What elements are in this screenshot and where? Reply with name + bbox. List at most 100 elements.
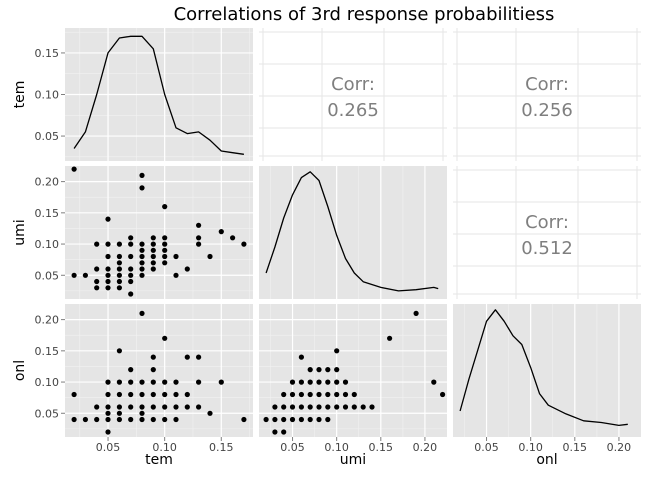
point (150, 260, 156, 266)
point (128, 367, 134, 373)
panel-tem-onl: Corr: 0.256 (453, 28, 641, 161)
point (334, 404, 340, 410)
point (272, 416, 278, 423)
point (196, 379, 202, 385)
point (94, 278, 100, 285)
y-variable-label: umi (12, 219, 28, 245)
point (173, 391, 179, 398)
point (116, 416, 122, 423)
point (105, 241, 111, 247)
corr-value: 0.256 (521, 100, 573, 121)
point (289, 391, 296, 398)
point (173, 272, 179, 278)
point (162, 247, 168, 253)
point (218, 379, 224, 385)
point (128, 416, 134, 423)
point (105, 278, 111, 285)
point (360, 404, 366, 410)
point (298, 404, 304, 410)
point (139, 241, 145, 247)
point (105, 410, 111, 416)
x-tick-label: 0.15 (369, 441, 394, 454)
point (334, 379, 340, 385)
point (116, 410, 122, 416)
point (413, 310, 419, 316)
point (241, 241, 247, 247)
x-tick-label: 0.10 (518, 441, 543, 454)
point (387, 335, 393, 341)
y-tick-label: 0.10 (35, 89, 60, 102)
point (105, 253, 111, 260)
y-tick-label: 0.10 (35, 376, 60, 389)
point (128, 266, 134, 272)
point (94, 416, 100, 423)
x-tick-label: 0.05 (280, 441, 305, 454)
point (316, 404, 322, 410)
point (281, 416, 287, 423)
point (162, 391, 168, 398)
point (307, 367, 313, 373)
x-tick-label: 0.15 (209, 441, 234, 454)
point (272, 429, 278, 435)
panel-umi-umi (259, 166, 447, 299)
point (334, 348, 340, 354)
point (150, 354, 156, 360)
point (184, 391, 190, 398)
point (298, 416, 304, 423)
panel-onl-umi: 0.05 0.10 0.15 0.20 umi (259, 304, 447, 468)
point (105, 266, 111, 272)
point (116, 379, 122, 385)
point (116, 266, 122, 272)
point (150, 391, 156, 398)
point (71, 272, 77, 278)
panel-onl-tem: 0.05 0.10 0.15 0.20 onl 0.05 0.10 0.15 tem (12, 304, 253, 468)
point (128, 391, 134, 398)
point (351, 391, 357, 398)
density-line-umi (265, 171, 439, 292)
point (281, 391, 287, 398)
point (71, 166, 77, 172)
y-variable-label: onl (12, 360, 28, 381)
point (116, 348, 122, 354)
point (173, 416, 179, 423)
point (116, 278, 122, 285)
point (316, 367, 322, 373)
point (281, 429, 287, 435)
point (162, 235, 168, 241)
point (128, 272, 134, 278)
point (325, 391, 331, 398)
panel-tem-umi: Corr: 0.265 (259, 28, 447, 161)
point (263, 416, 269, 423)
point (162, 404, 168, 410)
point (116, 391, 122, 398)
point (128, 253, 134, 260)
point (139, 379, 145, 385)
point (196, 235, 202, 241)
y-variable-label: tem (12, 81, 28, 109)
point (71, 391, 77, 398)
corr-label: Corr: (525, 74, 569, 95)
point (139, 272, 145, 278)
panel-background (259, 166, 447, 299)
point (139, 172, 145, 178)
point (162, 204, 168, 210)
point (105, 285, 111, 291)
point (116, 285, 122, 291)
corr-label: Corr: (525, 212, 569, 233)
point (150, 379, 156, 385)
point (94, 266, 100, 272)
point (184, 404, 190, 410)
x-tick-label: 0.10 (152, 441, 177, 454)
point (369, 404, 375, 410)
point (116, 260, 122, 266)
point (173, 253, 179, 260)
point (325, 404, 331, 410)
point (139, 185, 145, 191)
point (173, 404, 179, 410)
point (105, 429, 111, 435)
point (116, 404, 122, 410)
point (334, 367, 340, 373)
point (230, 235, 236, 241)
point (105, 416, 111, 423)
point (139, 260, 145, 266)
